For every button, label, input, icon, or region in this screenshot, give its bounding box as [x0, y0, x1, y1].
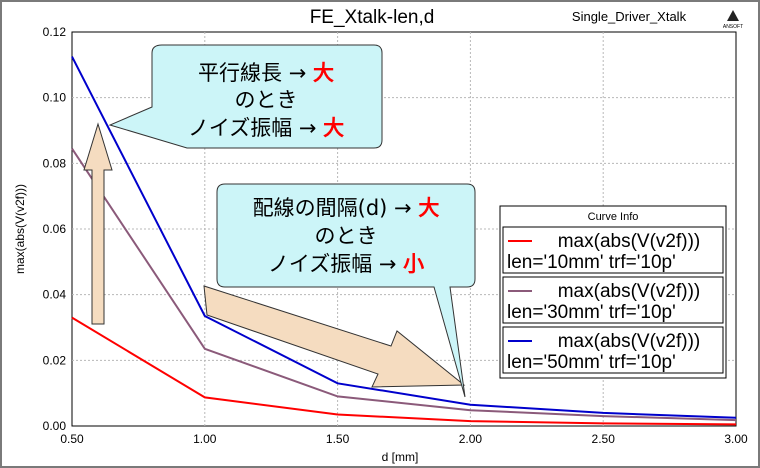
legend-entry-line1: max(abs(V(v2f))) — [558, 231, 701, 252]
legend-entries: max(abs(V(v2f)))len='10mm' trf='10p'max(… — [502, 226, 724, 374]
callout-spacing-line1: 配線の間隔(d) → 大 — [253, 196, 440, 220]
x-tick-label: 3.00 — [724, 432, 748, 446]
ansoft-logo-text: ANSOFT — [723, 24, 743, 30]
chart-title: FE_Xtalk-len,d — [310, 7, 435, 28]
chart-subtitle: Single_Driver_Xtalk — [572, 9, 687, 24]
series-lines — [71, 56, 737, 426]
callout-spacing-bubble — [216, 183, 476, 398]
y-axis-label: max(abs(V(v2f))) — [13, 184, 27, 274]
y-tick-label: 0.00 — [43, 419, 67, 433]
callout-length-line3: ノイズ振幅 → 大 — [188, 116, 344, 140]
x-axis-label: d [mm] — [382, 450, 419, 464]
legend-entry-line2: len='50mm' trf='10p' — [507, 352, 676, 373]
legend-title: Curve Info — [588, 211, 639, 223]
callout-length-bubble — [108, 44, 383, 149]
callout-spacing-line3: ノイズ振幅 → 小 — [268, 252, 424, 276]
x-tick-label: 2.00 — [459, 432, 483, 446]
legend-entry-line2: len='10mm' trf='10p' — [507, 252, 676, 273]
series-line-3 — [71, 56, 737, 419]
x-tick-label: 1.00 — [193, 432, 217, 446]
legend-entry-line1: max(abs(V(v2f))) — [558, 281, 701, 302]
legend: Curve Info max(abs(V(v2f)))len='10mm' tr… — [499, 205, 727, 379]
callout-spacing-line2: のとき — [315, 224, 378, 248]
up-arrow — [83, 122, 113, 325]
legend-entry-line2: len='30mm' trf='10p' — [507, 302, 676, 323]
y-tick-label: 0.02 — [43, 353, 67, 367]
y-tick-label: 0.04 — [43, 288, 67, 302]
x-tick-label: 0.50 — [60, 432, 84, 446]
y-tick-label: 0.08 — [43, 156, 67, 170]
y-tick-label: 0.10 — [43, 91, 67, 105]
y-tick-label: 0.12 — [43, 25, 67, 39]
series-line-1 — [71, 316, 737, 426]
legend-entry-line1: max(abs(V(v2f))) — [558, 331, 701, 352]
y-axis-ticks: 0.00 0.02 0.04 0.06 0.08 0.10 0.12 — [43, 25, 67, 433]
callout-length: 平行線長 → 大 のとき ノイズ振幅 → 大 — [108, 44, 383, 149]
x-tick-label: 2.50 — [592, 432, 616, 446]
y-tick-label: 0.06 — [43, 222, 67, 236]
callout-length-line1: 平行線長 → 大 — [198, 61, 334, 85]
legend-entry — [502, 276, 724, 324]
ansoft-logo: ANSOFT — [723, 10, 743, 30]
legend-entry — [502, 226, 724, 274]
diagonal-arrow — [203, 285, 466, 388]
x-axis-ticks: 0.50 1.00 1.50 2.00 2.50 3.00 — [60, 432, 748, 446]
callout-length-line2: のとき — [235, 88, 298, 112]
x-tick-label: 1.50 — [326, 432, 350, 446]
callout-spacing: 配線の間隔(d) → 大 のとき ノイズ振幅 → 小 — [216, 183, 476, 398]
legend-entry — [502, 326, 724, 374]
series-line-2 — [71, 148, 737, 422]
